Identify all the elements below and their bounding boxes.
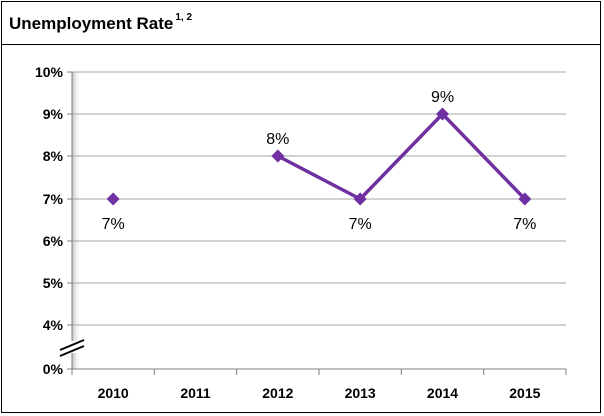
chart-title-text: Unemployment Rate xyxy=(9,14,174,33)
series-line-segment xyxy=(358,112,445,201)
y-tick-label: 8% xyxy=(43,148,64,164)
data-label: 7% xyxy=(513,216,536,233)
data-point-marker xyxy=(436,107,449,121)
chart-title: Unemployment Rate 1, 2 xyxy=(9,12,193,34)
chart-title-bar: Unemployment Rate 1, 2 xyxy=(2,2,600,45)
data-label: 8% xyxy=(266,131,289,148)
y-tick-label: 5% xyxy=(43,275,64,291)
data-point-marker xyxy=(106,192,120,206)
x-tick-label: 2011 xyxy=(180,385,211,401)
plot-wall-shade xyxy=(72,72,81,369)
series-line-segment xyxy=(440,112,527,201)
y-tick-label: 9% xyxy=(43,106,64,122)
data-label: 7% xyxy=(102,216,125,233)
data-point-marker xyxy=(353,192,367,206)
x-tick-label: 2015 xyxy=(509,385,540,401)
series-line-segment xyxy=(276,154,362,201)
axis-break-slash-1 xyxy=(59,339,85,351)
x-tick-label: 2013 xyxy=(345,385,376,401)
data-point-marker xyxy=(518,192,532,206)
x-tick-label: 2010 xyxy=(98,385,129,401)
chart-title-footnotes: 1, 2 xyxy=(175,12,193,24)
data-point-marker xyxy=(271,149,285,163)
y-tick-label: 6% xyxy=(43,233,64,249)
y-tick-label: 0% xyxy=(43,361,64,377)
axis-break-slash-2 xyxy=(59,345,85,357)
data-label: 7% xyxy=(349,216,372,233)
y-tick-label: 7% xyxy=(43,191,64,207)
axis-break-mask xyxy=(60,341,84,353)
data-label: 9% xyxy=(431,89,454,106)
x-tick-label: 2014 xyxy=(427,385,458,401)
y-tick-label: 4% xyxy=(43,317,64,333)
y-tick-label: 10% xyxy=(35,64,64,80)
x-tick-label: 2012 xyxy=(262,385,293,401)
